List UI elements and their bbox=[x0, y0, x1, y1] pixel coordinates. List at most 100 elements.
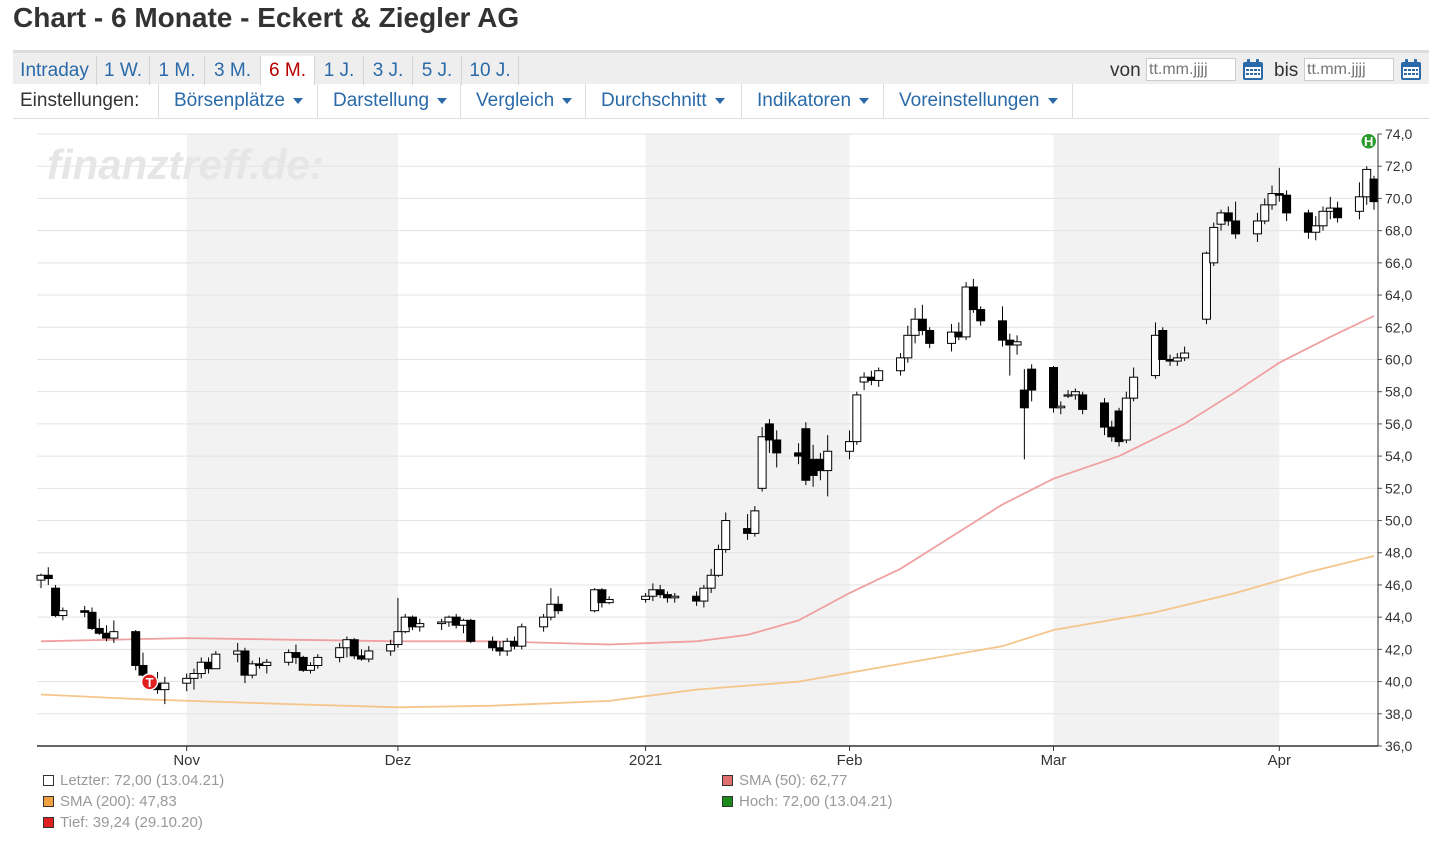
menu-voreinstellungen[interactable]: Voreinstellungen bbox=[883, 84, 1073, 118]
candle-body bbox=[1048, 367, 1058, 409]
candle-body bbox=[262, 661, 272, 666]
legend-swatch-sma200 bbox=[43, 796, 54, 807]
candle-body bbox=[1260, 204, 1270, 222]
tab-10-years[interactable]: 10 J. bbox=[469, 60, 511, 81]
sma200-line bbox=[40, 555, 1375, 709]
candle bbox=[801, 422, 811, 486]
candle bbox=[764, 419, 774, 453]
tab-1-month[interactable]: 1 M. bbox=[158, 60, 196, 81]
y-tick-label: 42,0 bbox=[1385, 641, 1412, 657]
legend-last-text: Letzter: 72,00 (13.04.21) bbox=[60, 772, 225, 789]
markers: TH bbox=[140, 132, 1378, 691]
candle bbox=[553, 596, 563, 614]
tab-separator bbox=[260, 56, 261, 85]
candle-body bbox=[335, 647, 345, 658]
candle bbox=[1099, 398, 1109, 436]
candle-body bbox=[1027, 368, 1037, 391]
candle bbox=[699, 584, 709, 608]
candle-body bbox=[1070, 391, 1080, 396]
tab-separator bbox=[363, 56, 364, 85]
tab-intraday[interactable]: Intraday bbox=[20, 60, 89, 81]
candle bbox=[903, 325, 913, 363]
tab-3-years[interactable]: 3 J. bbox=[372, 60, 404, 81]
candle-body bbox=[706, 574, 716, 589]
candle bbox=[721, 512, 731, 553]
candle-body bbox=[1267, 193, 1277, 206]
candle bbox=[298, 655, 308, 672]
axes: 74,0 72,0 70,0 68,0 66,0 64,0 62,0 60,0 58,0 56,0… bbox=[37, 126, 1412, 769]
candle-body bbox=[1158, 329, 1168, 360]
legend-sma200-text: SMA (200): 47,83 bbox=[60, 793, 177, 810]
sma50-line bbox=[40, 315, 1375, 646]
candle bbox=[1209, 222, 1219, 267]
tab-separator bbox=[96, 56, 97, 85]
menu-boersenplaetze[interactable]: Börsenplätze bbox=[158, 84, 317, 118]
tab-1-week[interactable]: 1 W. bbox=[103, 60, 142, 81]
candle-body bbox=[772, 439, 782, 454]
y-tick-label: 52,0 bbox=[1385, 480, 1412, 496]
tab-separator bbox=[314, 56, 315, 85]
candle-body bbox=[349, 639, 359, 657]
candle bbox=[1318, 206, 1328, 231]
candle bbox=[976, 306, 986, 326]
candle-body bbox=[466, 619, 476, 642]
candle-body bbox=[517, 626, 527, 647]
x-tick-label: 2021 bbox=[629, 752, 662, 769]
candle bbox=[437, 618, 447, 631]
tab-1-year[interactable]: 1 J. bbox=[323, 60, 355, 81]
x-tick-label: Apr bbox=[1268, 752, 1291, 769]
caret-down-icon bbox=[292, 97, 303, 104]
calendar-icon[interactable] bbox=[1242, 59, 1264, 81]
candle bbox=[1274, 167, 1284, 202]
candle bbox=[138, 652, 148, 677]
to-date-input[interactable] bbox=[1304, 58, 1394, 81]
candle bbox=[189, 668, 199, 690]
candle-body bbox=[407, 616, 417, 628]
candle-body bbox=[80, 610, 90, 613]
x-tick-label: Dez bbox=[385, 752, 412, 769]
candle bbox=[1252, 212, 1262, 242]
menu-durchschnitt[interactable]: Durchschnitt bbox=[585, 84, 741, 118]
candle-body bbox=[58, 610, 68, 617]
tab-3-months[interactable]: 3 M. bbox=[214, 60, 251, 81]
menu-darstellung[interactable]: Darstellung bbox=[317, 84, 460, 118]
calendar-icon[interactable] bbox=[1400, 59, 1422, 81]
candle bbox=[1303, 209, 1313, 239]
caret-down-icon bbox=[859, 97, 870, 104]
from-date-input[interactable] bbox=[1146, 58, 1236, 81]
candle-body bbox=[1078, 394, 1088, 410]
menu-indikatoren[interactable]: Indikatoren bbox=[741, 84, 883, 118]
candle-body bbox=[655, 589, 665, 596]
candle-body bbox=[1318, 210, 1328, 227]
moving-averages bbox=[40, 315, 1375, 709]
candle-body bbox=[247, 663, 257, 676]
tab-6-months[interactable]: 6 M. bbox=[261, 56, 314, 85]
month-band bbox=[1053, 134, 1280, 746]
candle bbox=[1354, 182, 1364, 220]
candle bbox=[1012, 335, 1022, 355]
candle bbox=[1282, 190, 1292, 221]
candle bbox=[51, 584, 61, 618]
caret-down-icon bbox=[437, 97, 448, 104]
candle-body bbox=[1063, 394, 1073, 397]
tab-separator bbox=[204, 56, 205, 85]
candle bbox=[1201, 251, 1211, 325]
y-tick-label: 62,0 bbox=[1385, 319, 1412, 335]
y-tick-label: 38,0 bbox=[1385, 706, 1412, 722]
y-tick-label: 48,0 bbox=[1385, 545, 1412, 561]
x-tick-label: Nov bbox=[173, 752, 200, 769]
candle bbox=[670, 593, 680, 603]
tab-5-years[interactable]: 5 J. bbox=[421, 60, 453, 81]
period-tabs-bar: Intraday 1 W. 1 M. 3 M. 6 M. 1 J. 3 J. 5… bbox=[13, 50, 1429, 85]
candle bbox=[1369, 175, 1379, 210]
candle-body bbox=[721, 520, 731, 551]
candle-body bbox=[1311, 225, 1321, 233]
menu-vergleich[interactable]: Vergleich bbox=[460, 84, 585, 118]
candle bbox=[845, 430, 855, 460]
y-tick-label: 56,0 bbox=[1385, 416, 1412, 432]
legend-swatch-sma50 bbox=[722, 775, 733, 786]
candle bbox=[1223, 206, 1233, 226]
candle-body bbox=[604, 598, 614, 604]
candle-body bbox=[896, 357, 906, 372]
candle bbox=[291, 644, 301, 664]
